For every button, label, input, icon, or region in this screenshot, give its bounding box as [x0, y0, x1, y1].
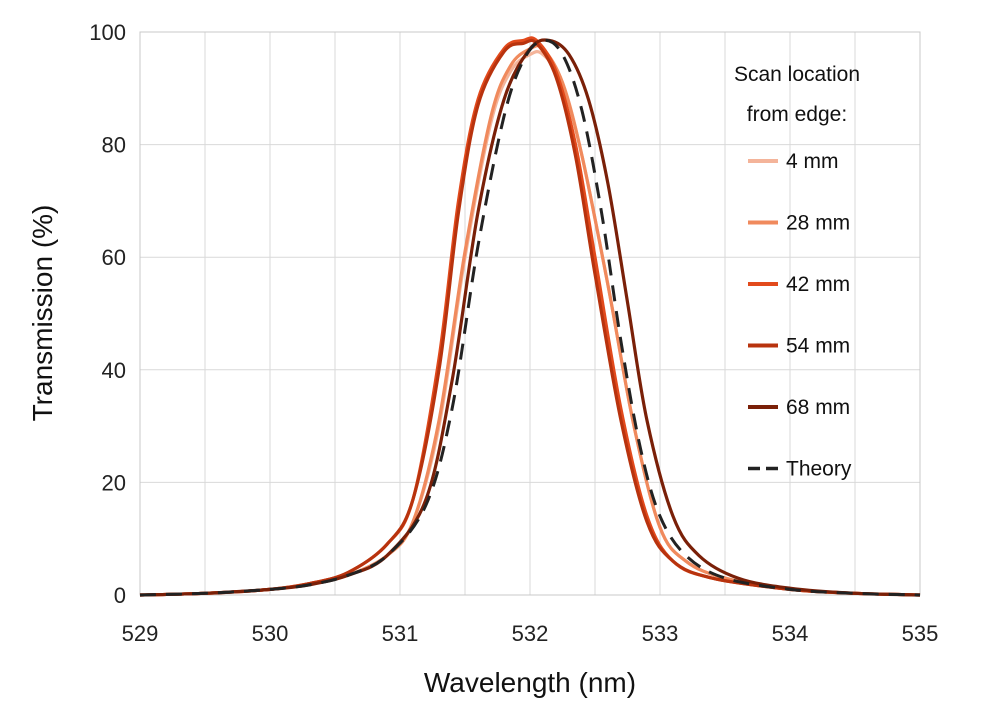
legend: Scan location from edge: 4 mm 28 mm 42 mm 5…	[734, 63, 860, 481]
x-tick-label: 530	[252, 621, 289, 646]
x-tick-label: 529	[122, 621, 159, 646]
x-tick-label: 534	[772, 621, 809, 646]
legend-label-68-mm: 68 mm	[786, 396, 850, 419]
x-tick-label: 532	[512, 621, 549, 646]
series-line-theory	[139, 38, 921, 597]
x-tick-label: 535	[902, 621, 939, 646]
y-tick-label: 80	[102, 133, 126, 158]
legend-title-line-1: Scan location	[734, 63, 860, 86]
legend-label-28-mm: 28 mm	[786, 212, 850, 235]
y-axis-ticks: 0 20 40 60 80 100	[89, 20, 126, 608]
plot-area	[139, 31, 921, 596]
series-line-54-mm	[139, 38, 921, 597]
y-tick-label: 60	[102, 245, 126, 270]
x-axis-ticks: 529 530 531 532 533 534 535	[122, 621, 939, 646]
y-tick-label: 20	[102, 470, 126, 495]
legend-title-line-2: from edge:	[747, 103, 847, 126]
legend-label-54-mm: 54 mm	[786, 335, 850, 358]
series-lines	[139, 36, 921, 597]
legend-label-42-mm: 42 mm	[786, 273, 850, 296]
y-tick-label: 0	[114, 583, 126, 608]
x-tick-label: 533	[642, 621, 679, 646]
y-tick-label: 100	[89, 20, 126, 45]
x-tick-label: 531	[382, 621, 419, 646]
x-axis-title: Wavelength (nm)	[424, 667, 636, 698]
legend-label-theory: Theory	[786, 458, 852, 481]
legend-label-4-mm: 4 mm	[786, 150, 839, 173]
y-tick-label: 40	[102, 358, 126, 383]
y-axis-title: Transmission (%)	[27, 205, 58, 422]
